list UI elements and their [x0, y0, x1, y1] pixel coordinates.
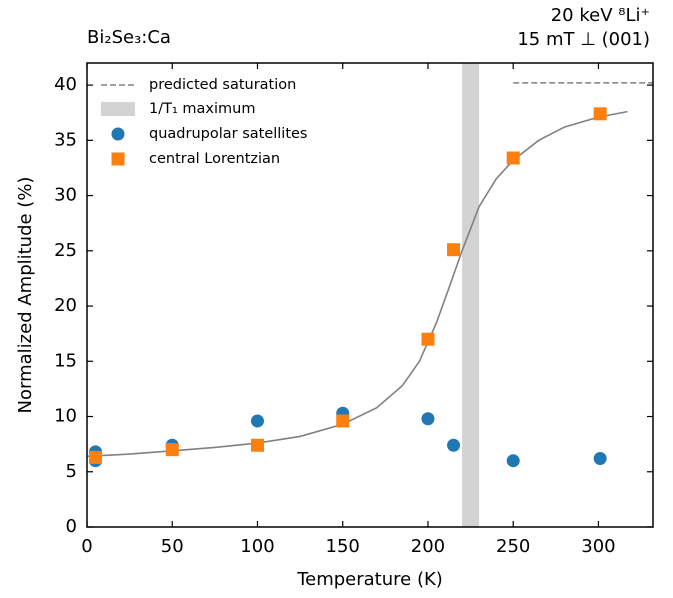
legend-label: central Lorentzian [149, 151, 280, 167]
band [462, 63, 480, 527]
marker [89, 450, 103, 464]
legend-label: quadrupolar satellites [149, 126, 308, 142]
marker [165, 443, 179, 457]
marker [250, 438, 264, 452]
marker [506, 151, 520, 165]
x-tick-label: 0 [81, 536, 92, 557]
legend-label: 1/T₁ maximum [149, 101, 255, 117]
marker [250, 414, 264, 428]
y-tick-label: 25 [54, 240, 77, 261]
y-tick-label: 20 [54, 295, 77, 316]
y-tick-label: 0 [66, 516, 77, 537]
annotation: 15 mT ⊥ (001) [517, 29, 650, 50]
marker [447, 243, 461, 257]
x-tick-label: 300 [581, 536, 615, 557]
x-tick-label: 150 [326, 536, 360, 557]
y-tick-label: 40 [54, 74, 77, 95]
chart-title: Bi₂Se₃:Ca [87, 27, 171, 48]
annotation: 20 keV ⁸Li⁺ [551, 5, 650, 26]
x-tick-label: 100 [240, 536, 274, 557]
y-tick-label: 15 [54, 350, 77, 371]
marker [593, 452, 607, 466]
legend-marker [111, 152, 125, 166]
y-tick-label: 10 [54, 406, 77, 427]
x-axis-label: Temperature (K) [296, 569, 443, 590]
x-tick-label: 200 [411, 536, 445, 557]
marker [421, 412, 435, 426]
x-tick-label: 250 [496, 536, 530, 557]
y-tick-label: 5 [66, 461, 77, 482]
marker [593, 107, 607, 121]
y-tick-label: 35 [54, 129, 77, 150]
y-tick-label: 30 [54, 185, 77, 206]
legend-swatch [101, 102, 135, 116]
marker [506, 454, 520, 468]
marker [447, 438, 461, 452]
marker [421, 332, 435, 346]
marker [336, 414, 350, 428]
legend-label: predicted saturation [149, 77, 296, 93]
x-tick-label: 50 [161, 536, 184, 557]
y-axis-label: Normalized Amplitude (%) [15, 177, 36, 414]
plot-frame [86, 62, 654, 528]
legend-marker [111, 127, 125, 141]
